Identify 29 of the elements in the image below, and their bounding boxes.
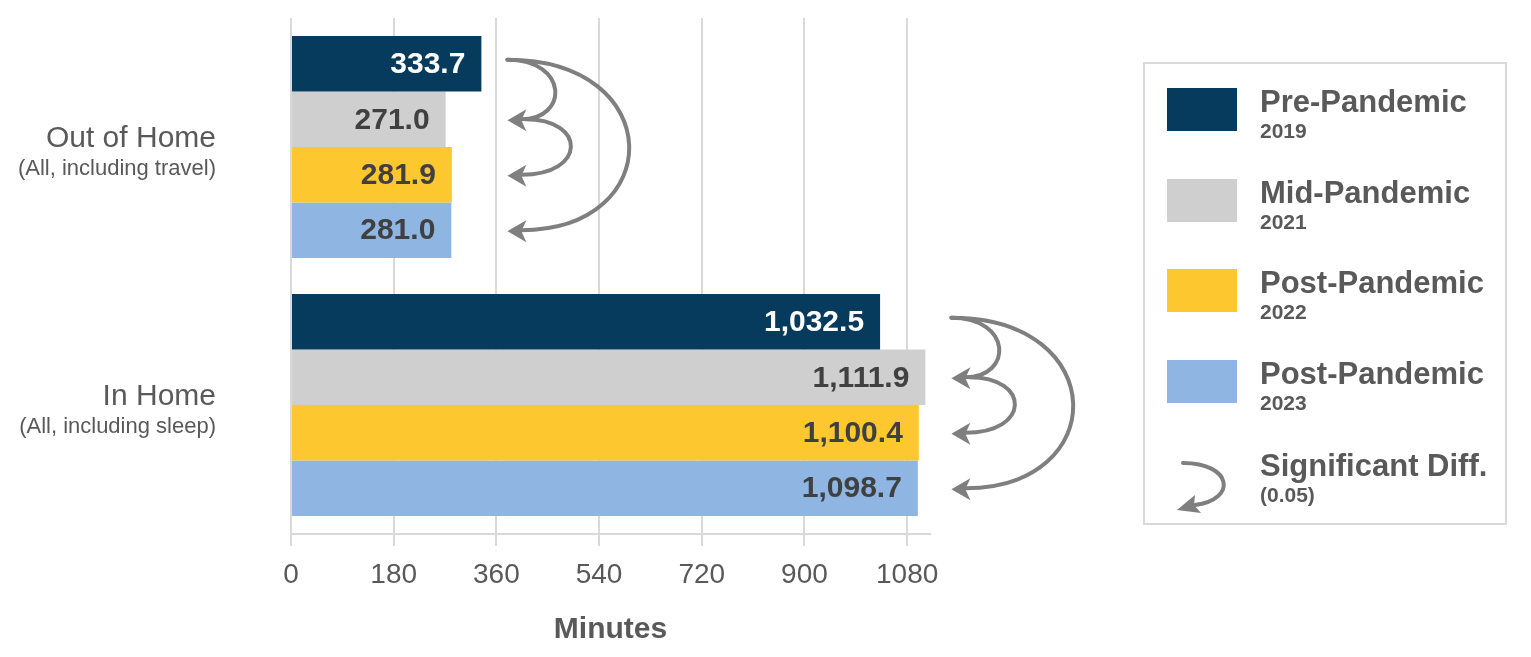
x-tick-label: 1080 [876, 557, 939, 589]
x-tick-label: 360 [473, 557, 520, 589]
data-label: 1,032.5 [763, 304, 865, 338]
legend-label: Post-Pandemic 2023 [1260, 355, 1484, 414]
y-tick-label: Out of Home (All, including travel) [17, 120, 216, 181]
data-label: 281.0 [360, 212, 436, 246]
x-tick-label: 180 [370, 557, 418, 589]
bar [292, 36, 482, 92]
data-label: 333.7 [390, 46, 466, 80]
x-tick-label: 900 [781, 557, 828, 589]
data-label: 1,100.4 [802, 415, 904, 448]
data-label: 1,098.7 [801, 470, 902, 504]
bar [292, 202, 452, 258]
x-axis-title: Minutes [553, 611, 668, 645]
bar [292, 147, 452, 203]
bar [292, 460, 918, 516]
data-label: 271.0 [354, 101, 430, 135]
x-tick-label: 540 [575, 557, 623, 589]
text: Significant Diff. (0.05) [1260, 448, 1488, 506]
legend-label: Post-Pandemic 2022 [1260, 265, 1484, 323]
legend-label: Pre-Pandemic 2019 [1260, 84, 1467, 142]
bar [292, 294, 881, 350]
x-tick-label: 720 [678, 557, 726, 589]
data-label: 281.9 [360, 157, 436, 190]
data-label: 1,111.9 [812, 359, 910, 393]
bar [292, 405, 919, 461]
x-tick-label: 0 [283, 557, 299, 589]
y-tick-label: In Home (All, including sleep) [19, 378, 216, 439]
legend-label: Mid-Pandemic 2021 [1260, 174, 1471, 233]
